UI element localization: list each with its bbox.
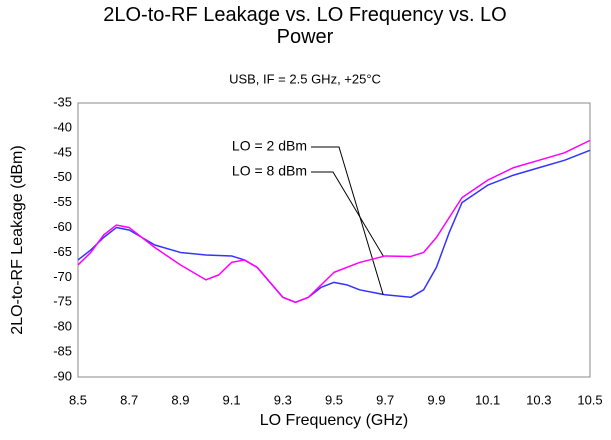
x-tick-label: 10.5 [577, 392, 602, 407]
y-tick-label: -85 [53, 344, 72, 359]
x-tick-label: 10.3 [526, 392, 551, 407]
series-label: LO = 2 dBm [232, 138, 307, 154]
y-axis-label: 2LO-to-RF Leakage (dBm) [9, 145, 26, 334]
y-tick-label: -50 [53, 169, 72, 184]
y-tick-label: -45 [53, 144, 72, 159]
y-tick-label: -65 [53, 244, 72, 259]
plot-area [77, 102, 591, 378]
y-tick-label: -40 [53, 119, 72, 134]
y-tick-label: -75 [53, 294, 72, 309]
y-tick-label: -80 [53, 319, 72, 334]
x-tick-label: 9.9 [427, 392, 445, 407]
x-tick-label: 8.7 [120, 392, 138, 407]
chart-title: 2LO-to-RF Leakage vs. LO Frequency vs. L… [103, 4, 507, 48]
x-tick-label: 9.5 [325, 392, 343, 407]
x-tick-label: 8.9 [171, 392, 189, 407]
leader-line [311, 171, 384, 257]
x-tick-label: 8.5 [69, 392, 87, 407]
x-tick-label: 10.1 [475, 392, 500, 407]
leader-line [311, 146, 384, 295]
y-tick-label: -60 [53, 219, 72, 234]
line-series [77, 139, 591, 304]
y-tick-label: -70 [53, 269, 72, 284]
y-tick-label: -55 [53, 194, 72, 209]
x-axis-label: LO Frequency (GHz) [260, 412, 408, 429]
line-series [77, 149, 591, 304]
series-label: LO = 8 dBm [232, 163, 307, 179]
y-tick-label: -35 [53, 94, 72, 109]
y-tick-label: -90 [53, 368, 72, 383]
x-tick-label: 9.3 [274, 392, 292, 407]
x-tick-label: 9.7 [376, 392, 394, 407]
chart-subtitle: USB, IF = 2.5 GHz, +25°C [229, 71, 381, 86]
x-tick-label: 9.1 [223, 392, 241, 407]
